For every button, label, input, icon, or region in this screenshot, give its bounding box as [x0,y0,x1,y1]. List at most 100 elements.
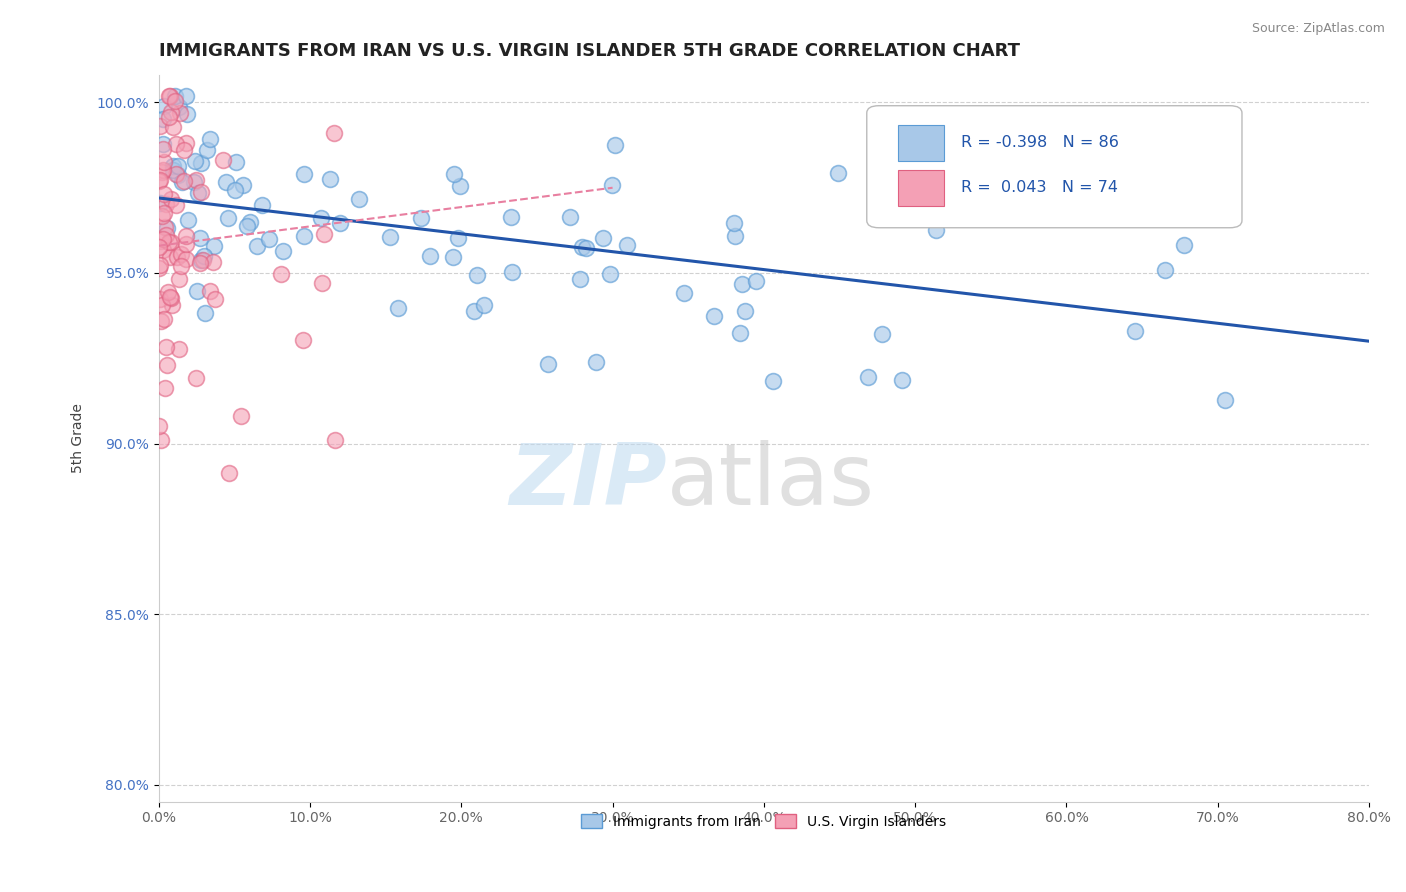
Point [329,216,352,230]
Point [322,126,344,140]
Point [411,211,433,225]
Point [201,255,224,269]
Point [193,249,215,263]
FancyBboxPatch shape [898,125,945,161]
Point [560,210,582,224]
Point [827,166,849,180]
Point [160,192,183,206]
Point [672,285,695,300]
Point [152,244,174,258]
Point [155,219,177,234]
Point [148,240,170,254]
Point [218,466,240,480]
Point [150,165,173,179]
Point [152,154,174,169]
Point [155,381,177,395]
Point [183,175,205,189]
Point [159,105,181,120]
Point [174,252,197,267]
Point [891,373,914,387]
Point [600,178,623,192]
Point [160,298,183,312]
Point [152,99,174,113]
Point [319,172,342,186]
Point [214,175,236,189]
Point [177,212,200,227]
Point [252,198,274,212]
Point [157,110,180,124]
FancyBboxPatch shape [898,169,945,206]
Point [443,167,465,181]
Point [152,112,174,126]
Point [169,343,191,357]
Point [232,178,254,192]
Point [166,250,188,264]
Point [159,250,181,264]
Point [745,273,768,287]
Point [160,235,183,249]
Point [292,229,315,244]
Point [292,167,315,181]
Text: ZIP: ZIP [509,441,666,524]
Point [187,186,209,200]
Point [173,143,195,157]
Point [174,88,197,103]
Point [419,250,441,264]
Point [148,419,170,434]
Point [1153,263,1175,277]
Point [441,250,464,264]
Point [162,120,184,134]
Point [311,276,333,290]
Point [239,215,262,229]
Point [165,167,187,181]
Point [730,326,752,340]
Point [246,239,269,253]
Text: atlas: atlas [666,441,875,524]
Point [224,183,246,197]
Point [165,198,187,212]
Point [149,292,172,306]
Point [195,144,218,158]
Point [188,231,211,245]
Text: R = -0.398   N = 86: R = -0.398 N = 86 [962,136,1119,150]
Point [174,228,197,243]
Point [184,153,207,168]
Point [474,298,496,312]
Point [924,223,946,237]
Point [1213,393,1236,408]
Point [198,132,221,146]
Point [1173,238,1195,252]
Point [153,186,176,201]
Point [730,277,752,291]
Point [166,168,188,182]
Point [856,370,879,384]
Point [467,268,489,283]
Point [176,106,198,120]
Point [463,304,485,318]
Point [149,173,172,187]
Point [190,185,212,199]
Point [152,232,174,246]
Point [323,434,346,448]
Point [762,374,785,388]
Point [156,221,179,235]
Point [347,192,370,206]
Point [616,238,638,252]
Point [149,433,172,447]
Point [148,174,170,188]
Point [447,231,470,245]
Point [387,301,409,316]
Legend: Immigrants from Iran, U.S. Virgin Islanders: Immigrants from Iran, U.S. Virgin Island… [576,809,952,835]
Point [571,240,593,254]
Point [574,241,596,255]
Point [155,227,177,242]
Point [225,155,247,169]
Point [169,99,191,113]
Point [173,173,195,187]
Point [149,258,172,272]
Point [217,211,239,226]
Text: R =  0.043   N = 74: R = 0.043 N = 74 [962,180,1118,195]
Point [149,195,172,210]
Point [159,291,181,305]
Point [599,267,621,281]
